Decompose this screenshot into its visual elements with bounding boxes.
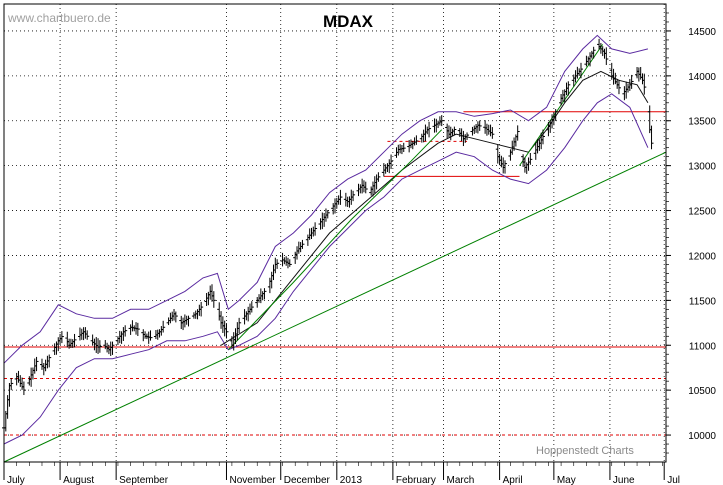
y-tick-label: 10500	[688, 386, 716, 397]
x-tick-label: May	[557, 475, 576, 485]
x-tick-label: June	[613, 475, 635, 485]
plot-frame	[3, 3, 667, 463]
trendline	[227, 129, 443, 351]
x-tick-label: November	[229, 475, 276, 485]
watermark: www.chartbuero.de	[7, 11, 111, 25]
ohlc-bars-layer	[2, 38, 654, 434]
y-tick-label: 14500	[688, 27, 716, 38]
y-tick-label: 13500	[688, 117, 716, 128]
x-tick-label: 2013	[340, 475, 363, 485]
x-tick-label: Jul	[667, 475, 680, 485]
y-tick-label: 12500	[688, 207, 716, 218]
x-tick-label: December	[284, 475, 331, 485]
y-tick-label: 12000	[688, 251, 716, 262]
x-tick-label: August	[63, 475, 94, 485]
axes-layer: 10000 10500 11000 11500 12000 12500 13000 13500…	[3, 3, 717, 485]
y-tick-label: 14000	[688, 72, 716, 83]
bollinger-bands-layer	[3, 34, 649, 445]
y-tick-label: 10000	[688, 431, 716, 442]
moving-average-line	[220, 70, 649, 346]
y-tick-label: 11500	[689, 296, 717, 307]
x-tick-label: April	[503, 475, 523, 485]
trendline	[3, 151, 667, 463]
x-tick-label: February	[396, 475, 436, 485]
chart-title: MDAX	[323, 12, 374, 31]
lower-band	[3, 93, 649, 445]
x-tick-label: July	[7, 475, 25, 485]
y-tick-label: 11000	[689, 341, 717, 352]
x-tick-label: March	[447, 475, 475, 485]
x-tick-label: September	[119, 475, 169, 485]
credit-label: Hoppenstedt Charts	[536, 445, 634, 457]
upper-band	[3, 34, 649, 364]
grid-layer	[3, 4, 666, 462]
y-tick-label: 13000	[688, 162, 716, 173]
